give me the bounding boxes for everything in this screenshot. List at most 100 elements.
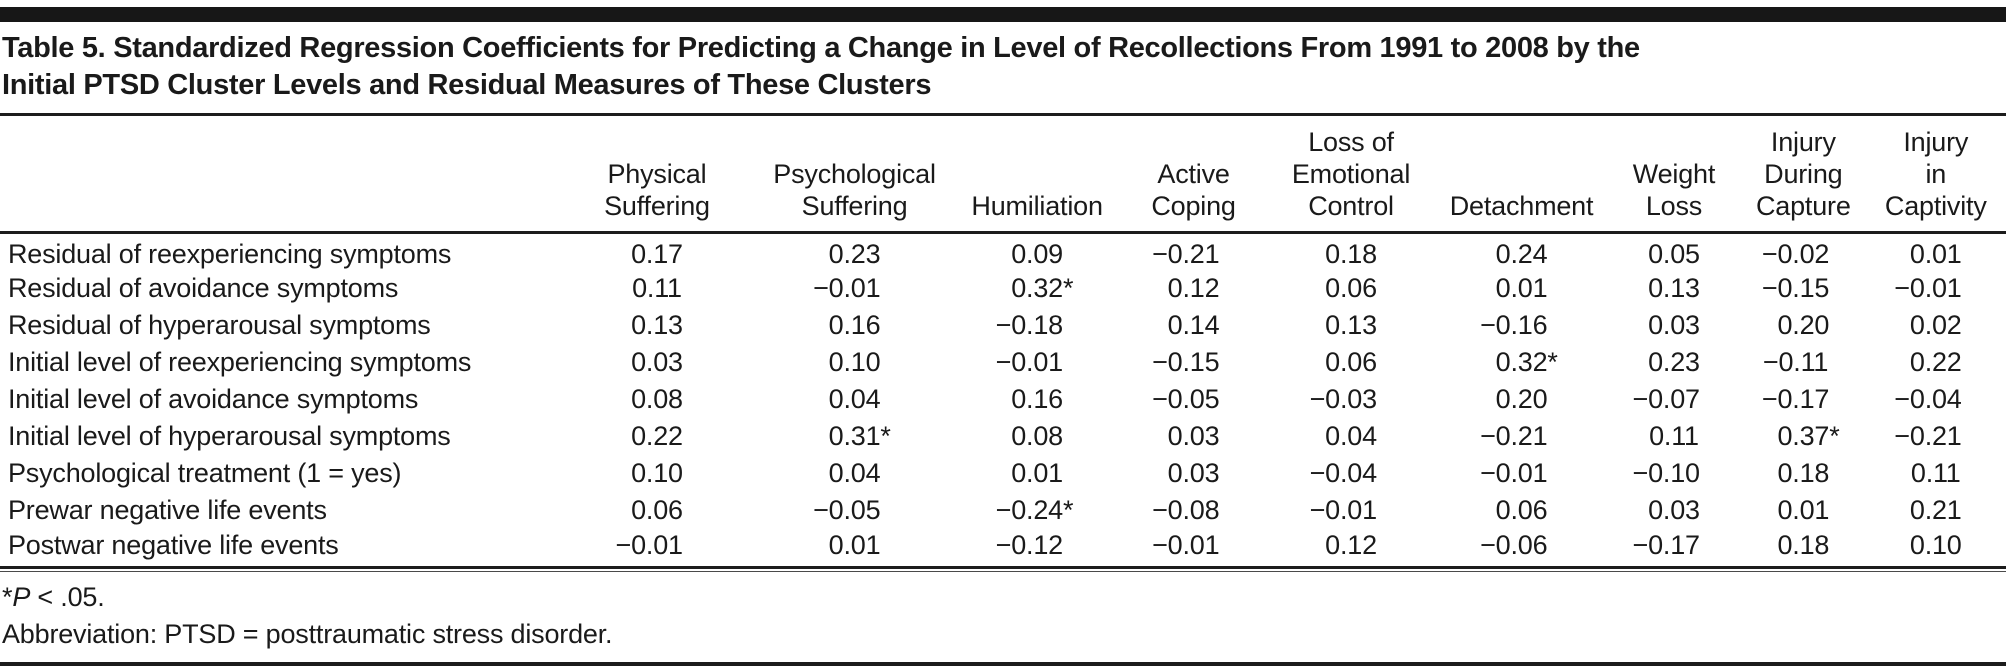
minus-sign: − [1152, 384, 1168, 414]
coefficient-cell: 0.13 [1325, 310, 1377, 340]
coefficient-cell: −0.17 [1761, 384, 1830, 414]
significance-star: * [2, 582, 13, 612]
coefficient-cell: −0.15 [1761, 273, 1830, 303]
coefficient-cell: −0.08 [1152, 495, 1220, 525]
coefficient-cell: 0.23 [828, 239, 881, 269]
coefficient-cell: −0.01 [1309, 495, 1378, 525]
table-footnotes: *P < .05. Abbreviation: PTSD = posttraum… [0, 572, 2006, 656]
coefficient-cell: 0.01 [828, 530, 881, 560]
column-header-detachment: Detachment [1436, 116, 1607, 234]
coefficient-cell: 0.06 [1325, 273, 1377, 303]
minus-sign: − [1480, 310, 1496, 340]
row-label: Residual of avoidance symptoms [8, 273, 399, 303]
regression-coefficients-table: Physical Suffering Psychological Sufferi… [0, 116, 2006, 566]
coefficient-cell: 0.23 [1648, 347, 1700, 377]
table-row: Residual of avoidance symptoms 0.11 −0.01 0… [0, 270, 2006, 307]
coefficient-cell: 0.04 [828, 458, 881, 488]
coefficient-cell: 0.01 [1777, 495, 1830, 525]
coefficient-cell: 0.03 [1167, 458, 1220, 488]
coefficient-cell: 0.20 [1777, 310, 1830, 340]
minus-sign: − [1632, 458, 1649, 488]
coefficient-cell: 0.03 [631, 347, 683, 377]
coefficient-cell: −0.15 [1152, 347, 1220, 377]
data-footnote-separator-rule [0, 566, 2006, 572]
column-header-injury-during-capture: Injury During Capture [1741, 116, 1866, 234]
coefficient-cell: 0.03 [1167, 421, 1220, 451]
coefficient-cell: −0.16 [1480, 310, 1548, 340]
coefficient-cell: 0.04 [828, 384, 881, 414]
coefficient-cell: 0.05 [1648, 239, 1700, 269]
coefficient-cell: 0.06 [1325, 347, 1377, 377]
row-label: Initial level of avoidance symptoms [8, 384, 419, 414]
top-rule [0, 7, 2006, 22]
coefficient-cell: −0.06 [1480, 530, 1548, 560]
minus-sign: − [1309, 384, 1326, 414]
coefficient-cell: −0.07 [1632, 384, 1701, 414]
coefficient-cell: 0.18 [1777, 458, 1830, 488]
coefficient-cell: −0.01 [995, 347, 1064, 377]
table-title: Table 5. Standardized Regression Coeffic… [0, 22, 2006, 113]
coefficient-cell: 0.01 [1011, 458, 1063, 488]
coefficient-cell: −0.03 [1309, 384, 1378, 414]
table-row: Initial level of hyperarousal symptoms 0.… [0, 418, 2006, 455]
minus-sign: − [1309, 495, 1326, 525]
coefficient-cell: 0.18 [1777, 530, 1830, 560]
coefficient-cell: −0.18 [995, 310, 1064, 340]
minus-sign: − [615, 530, 632, 560]
title-separator-rule [0, 113, 2006, 116]
minus-sign: − [1894, 384, 1910, 414]
coefficient-cell: 0.24 [1495, 239, 1548, 269]
row-label: Psychological treatment (1 = yes) [8, 458, 402, 488]
coefficient-cell: 0.01 [1909, 239, 1962, 269]
minus-sign: − [1309, 458, 1326, 488]
coefficient-cell: 0.12 [1325, 530, 1377, 560]
minus-sign: − [1761, 273, 1778, 303]
coefficient-cell: 0.16 [828, 310, 881, 340]
coefficient-cell: −0.21 [1480, 421, 1548, 451]
table-header-row: Physical Suffering Psychological Sufferi… [0, 116, 2006, 234]
coefficient-cell: 0.20 [1495, 384, 1548, 414]
table-header: Physical Suffering Psychological Sufferi… [0, 116, 2006, 234]
coefficient-cell: −0.11 [1762, 347, 1829, 377]
minus-sign: − [1480, 530, 1496, 560]
minus-sign: − [1894, 421, 1910, 451]
coefficient-cell: 0.08 [631, 384, 683, 414]
coefficient-cell: 0.11 [1910, 458, 1961, 488]
coefficient-cell: −0.01 [813, 273, 881, 303]
minus-sign: − [1152, 495, 1168, 525]
coefficient-cell: 0.10 [631, 458, 683, 488]
minus-sign: − [1480, 458, 1496, 488]
coefficient-cell: 0.18 [1325, 239, 1377, 269]
coefficient-cell: 0.17 [631, 239, 683, 269]
coefficient-cell: 0.22 [1909, 347, 1962, 377]
coefficient-cell: 0.21 [1909, 495, 1962, 525]
table-row: Initial level of avoidance symptoms 0.08 0… [0, 381, 2006, 418]
coefficient-cell: 0.03 [1648, 310, 1700, 340]
table-row: Residual of reexperiencing symptoms 0.17 0… [0, 233, 2006, 271]
coefficient-cell: 0.03 [1648, 495, 1700, 525]
coefficient-cell: 0.22 [631, 421, 683, 451]
minus-sign: − [995, 530, 1012, 560]
coefficient-cell: −0.04 [1894, 384, 1962, 414]
footnote-abbreviation: Abbreviation: PTSD = posttraumatic stres… [2, 619, 613, 649]
coefficient-cell: 0.13 [631, 310, 683, 340]
row-label: Initial level of reexperiencing symptoms [8, 347, 472, 377]
minus-sign: − [813, 495, 829, 525]
coefficient-cell: −0.01 [1152, 530, 1220, 560]
column-header-weight-loss: Weight Loss [1606, 116, 1742, 234]
minus-sign: − [1632, 530, 1649, 560]
column-header-loss-of-emotional-control: Loss of Emotional Control [1265, 116, 1437, 234]
minus-sign: − [1762, 347, 1779, 377]
coefficient-cell: 0.13 [1648, 273, 1700, 303]
coefficient-cell: 0.04 [1325, 421, 1377, 451]
minus-sign: − [995, 310, 1012, 340]
minus-sign: − [1632, 384, 1649, 414]
table-body: Residual of reexperiencing symptoms 0.17 0… [0, 233, 2006, 567]
coefficient-cell: 0.16 [1011, 384, 1063, 414]
minus-sign: − [995, 347, 1012, 377]
coefficient-cell: −0.12 [995, 530, 1064, 560]
minus-sign: − [1894, 273, 1910, 303]
row-label: Residual of reexperiencing symptoms [8, 239, 452, 269]
coefficient-cell: −0.17 [1632, 530, 1701, 560]
